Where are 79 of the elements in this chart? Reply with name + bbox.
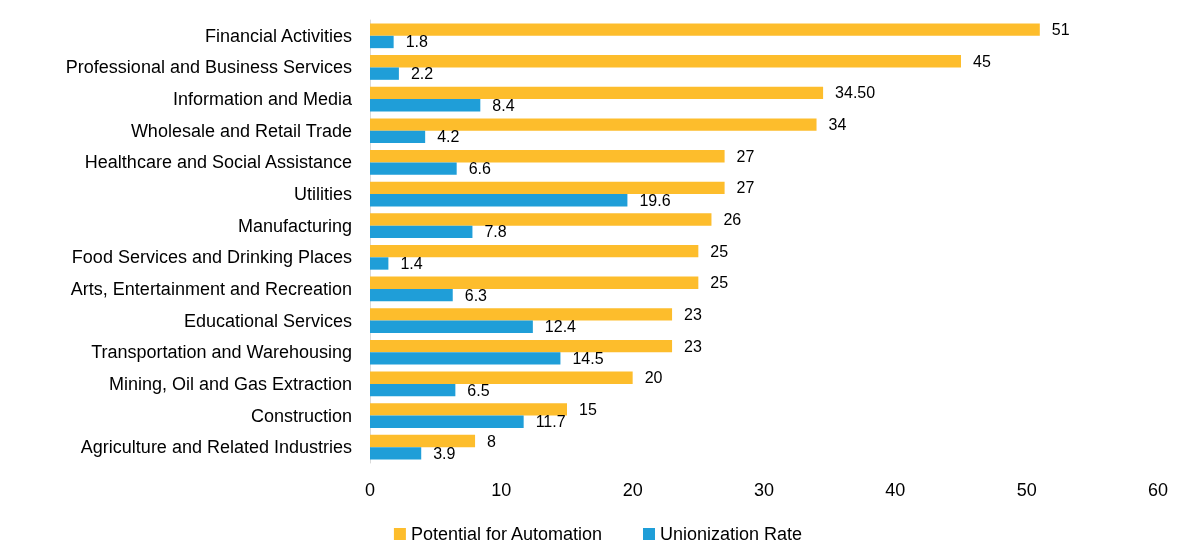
bar xyxy=(370,67,399,80)
data-label: 14.5 xyxy=(572,349,604,367)
y-tick-label: Financial Activities xyxy=(204,25,352,46)
bar xyxy=(370,162,457,175)
data-label: 12.4 xyxy=(544,318,577,336)
data-label: 26 xyxy=(723,211,742,229)
y-tick-label: Construction xyxy=(250,405,352,426)
x-tick-label: 10 xyxy=(491,480,512,500)
bar xyxy=(370,130,426,144)
data-label: 6.5 xyxy=(467,381,490,399)
data-label: 23 xyxy=(684,337,702,355)
data-label: 3.9 xyxy=(433,444,456,462)
bar xyxy=(370,276,699,289)
bar xyxy=(370,257,389,270)
data-label: 15 xyxy=(579,400,597,418)
bar xyxy=(370,118,817,131)
legend-label: Unionization Rate xyxy=(660,524,803,544)
x-tick-label: 40 xyxy=(885,480,906,500)
bar xyxy=(370,288,453,302)
bar xyxy=(370,403,567,416)
y-tick-label: Mining, Oil and Gas Extraction xyxy=(108,373,352,394)
data-label: 51 xyxy=(1051,21,1070,39)
y-tick-label: Agriculture and Related Industries xyxy=(80,437,352,458)
data-label: 2.2 xyxy=(410,65,434,83)
data-label: 27 xyxy=(736,179,755,197)
x-tick-label: 30 xyxy=(753,480,775,500)
bar xyxy=(370,150,725,163)
y-tick-label: Utilities xyxy=(293,184,352,205)
bar xyxy=(370,35,394,49)
y-tick-label: Manufacturing xyxy=(237,215,352,236)
data-label: 8.4 xyxy=(492,96,515,114)
bar xyxy=(370,434,476,448)
data-label: 45 xyxy=(973,52,991,70)
y-tick-label: Healthcare and Social Assistance xyxy=(84,152,352,173)
bar xyxy=(370,23,1040,36)
bar xyxy=(370,415,524,428)
bar xyxy=(370,86,824,100)
data-label: 20 xyxy=(644,369,663,387)
data-label: 25 xyxy=(710,242,729,260)
x-tick-label: 0 xyxy=(364,480,376,500)
bar xyxy=(370,383,456,397)
bar xyxy=(370,447,422,460)
data-label: 34 xyxy=(828,116,847,134)
x-tick-label: 20 xyxy=(622,480,643,500)
bar xyxy=(370,194,628,207)
y-tick-label: Food Services and Drinking Places xyxy=(71,247,352,268)
data-label: 19.6 xyxy=(639,191,671,209)
bar xyxy=(370,225,473,239)
data-label: 23 xyxy=(684,305,702,323)
data-label: 1.4 xyxy=(400,254,423,272)
bar xyxy=(370,371,633,384)
bar xyxy=(370,213,712,226)
y-tick-label: Transportation and Warehousing xyxy=(91,342,352,363)
data-label: 1.8 xyxy=(405,33,428,51)
bar xyxy=(370,320,533,333)
y-tick-label: Arts, Entertainment and Recreation xyxy=(70,278,352,299)
legend-label: Potential for Automation xyxy=(410,524,603,544)
x-tick-label: 50 xyxy=(1016,480,1037,500)
y-tick-label: Educational Services xyxy=(183,310,352,331)
data-label: 6.6 xyxy=(468,160,492,178)
bar xyxy=(370,99,481,112)
bar xyxy=(370,352,561,365)
data-label: 34.50 xyxy=(835,84,876,102)
bar xyxy=(370,339,673,353)
data-label: 11.7 xyxy=(535,413,566,431)
y-tick-label: Professional and Business Services xyxy=(65,57,352,78)
data-label: 27 xyxy=(736,147,755,165)
data-label: 7.8 xyxy=(484,223,507,241)
data-label: 6.3 xyxy=(464,286,488,304)
bar xyxy=(370,308,673,321)
data-label: 25 xyxy=(710,274,729,292)
x-tick-label: 60 xyxy=(1147,480,1169,500)
bar xyxy=(370,55,961,68)
y-tick-label: Wholesale and Retail Trade xyxy=(130,120,352,141)
y-tick-label: Information and Media xyxy=(172,89,353,110)
data-label: 8 xyxy=(487,432,497,450)
bar xyxy=(370,181,725,195)
bar xyxy=(370,244,699,258)
data-label: 4.2 xyxy=(437,128,460,146)
